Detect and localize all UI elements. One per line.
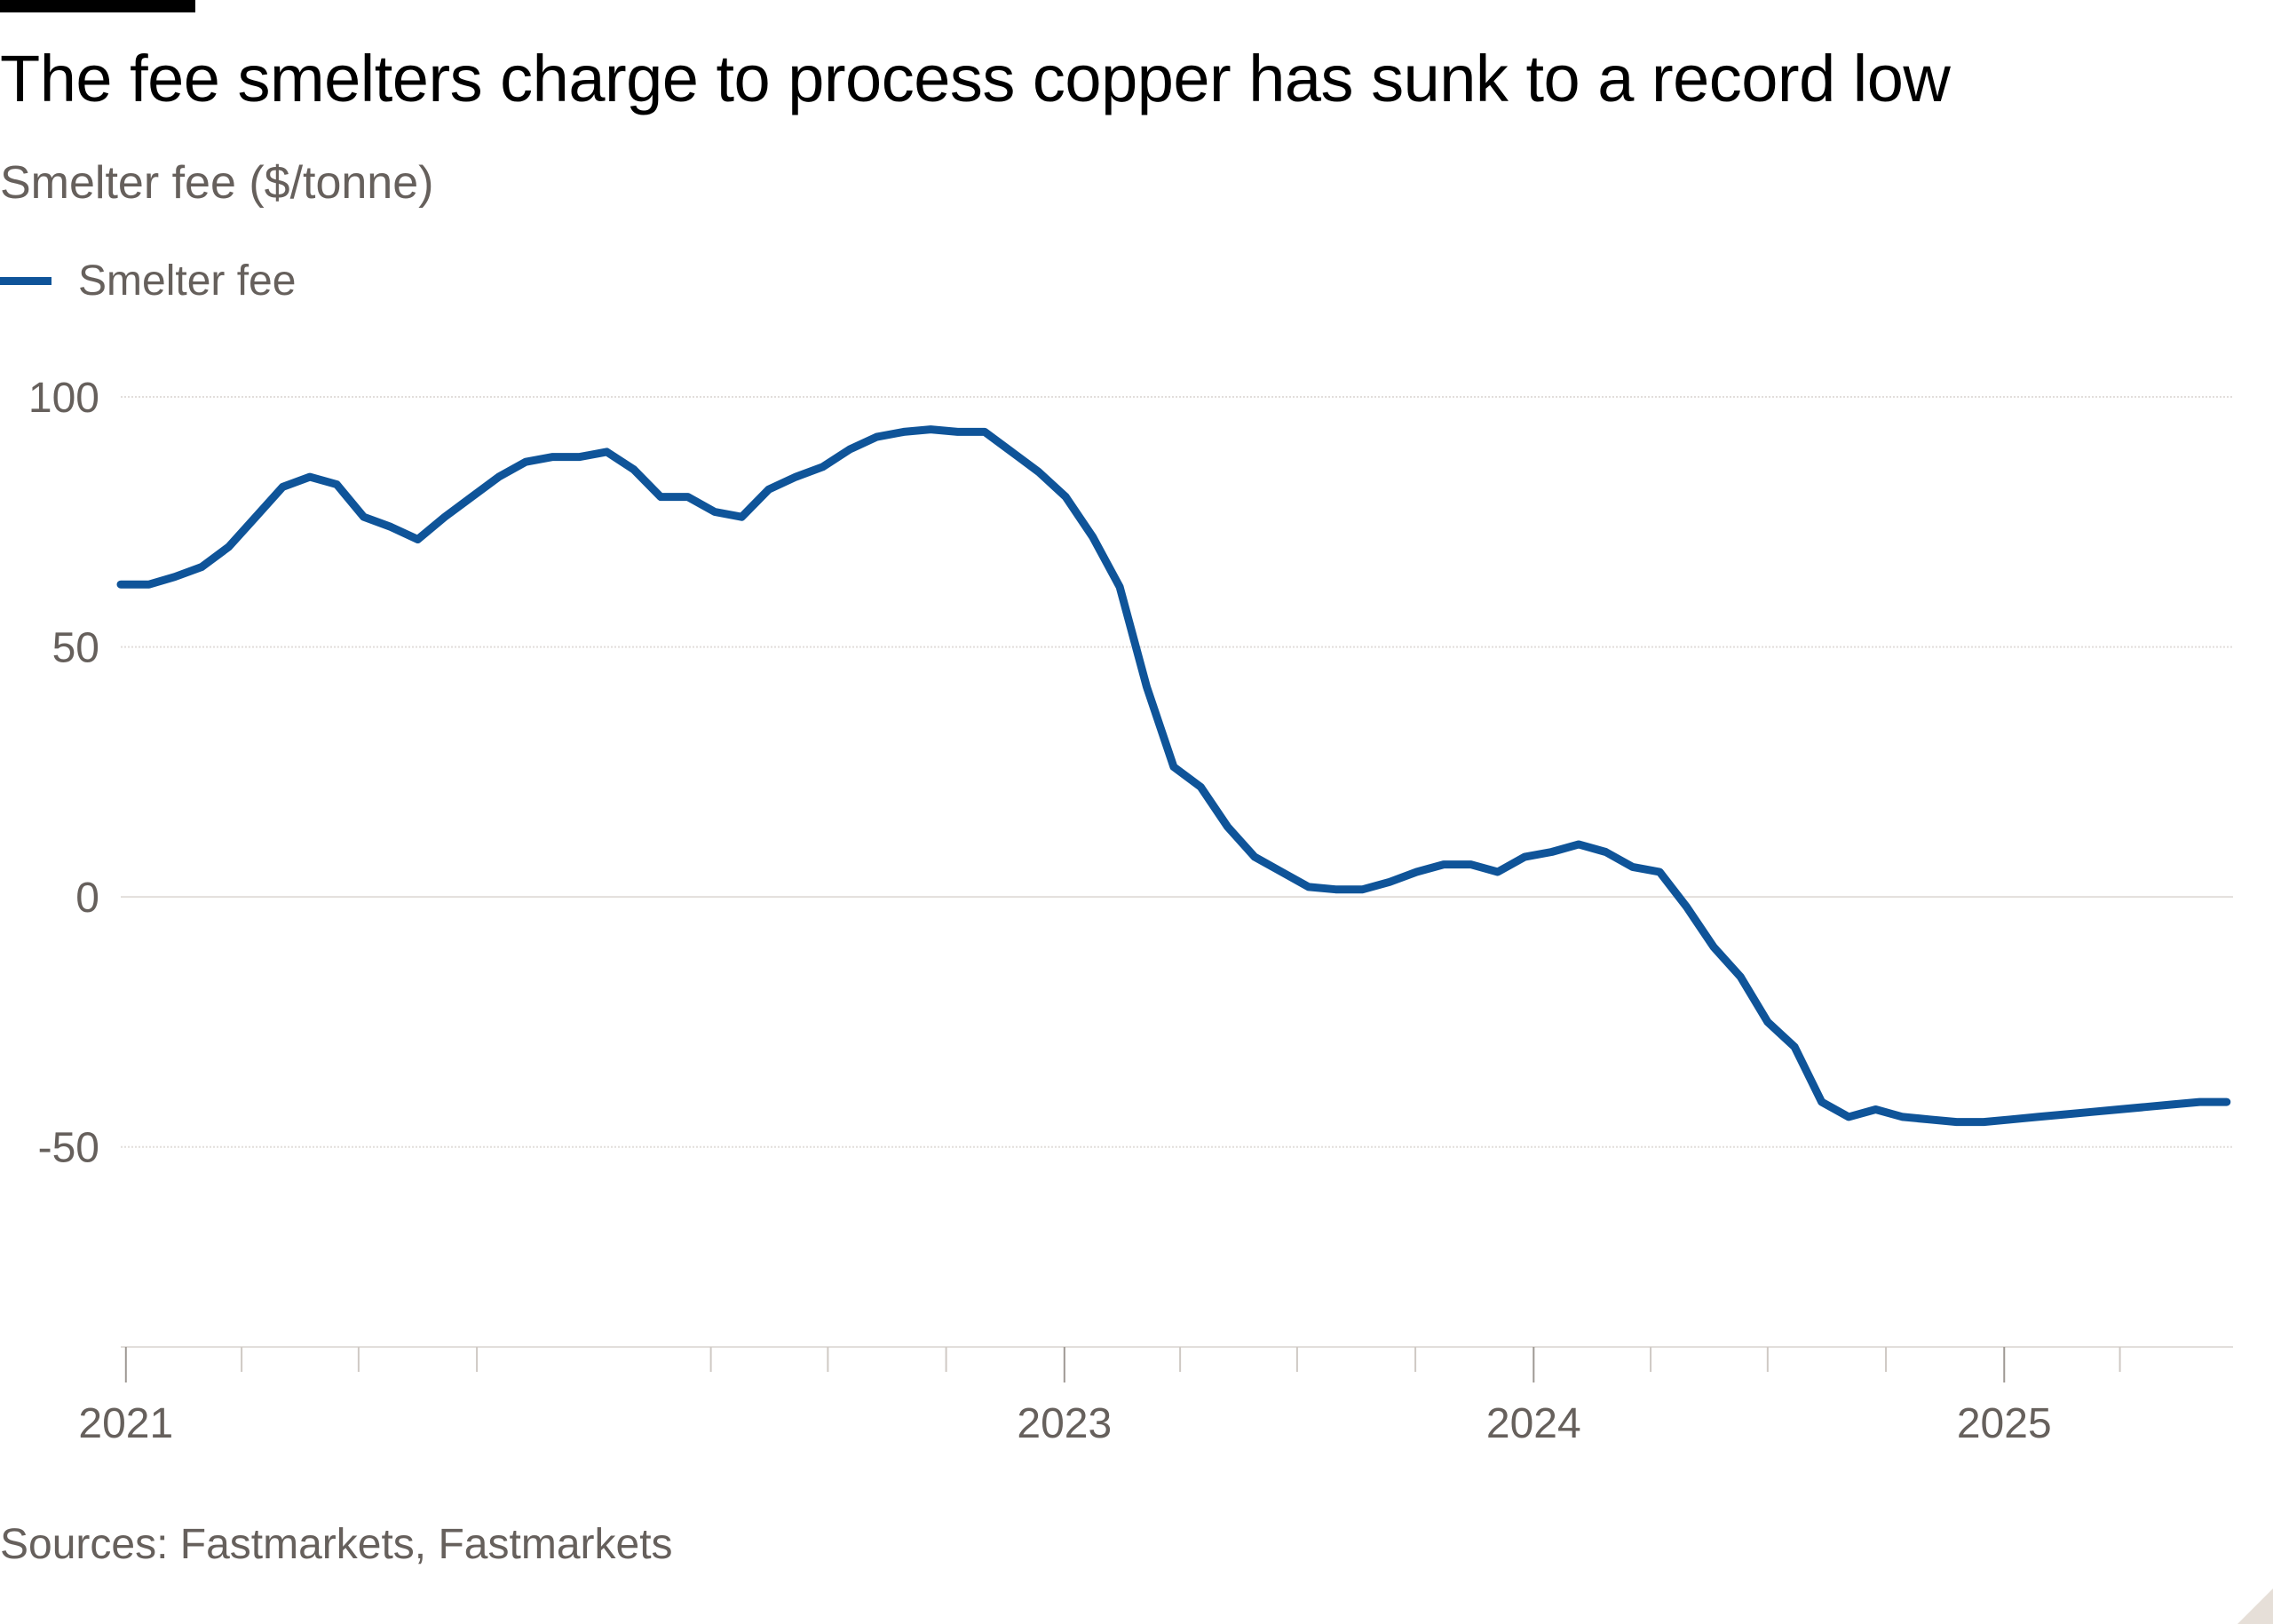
series-group bbox=[116, 425, 2231, 1127]
corner-mark bbox=[2237, 1588, 2273, 1624]
x-axis-labels: 2021 2023 2024 2025 bbox=[78, 1400, 2051, 1447]
x-tick-label: 2025 bbox=[1957, 1400, 2052, 1447]
x-axis bbox=[121, 1346, 2233, 1382]
y-tick-label: 100 bbox=[28, 375, 99, 422]
x-tick-label: 2021 bbox=[78, 1400, 173, 1447]
series-line-smelter-fee bbox=[116, 425, 2231, 1127]
legend-label-smelter-fee: Smelter fee bbox=[78, 257, 297, 305]
source-note: Sources: Fastmarkets, Fastmarkets bbox=[0, 1521, 673, 1568]
y-tick-label: 50 bbox=[52, 625, 99, 672]
y-gridlines bbox=[121, 396, 2233, 1148]
legend: Smelter fee bbox=[0, 252, 296, 309]
legend-swatch-smelter-fee bbox=[0, 276, 51, 285]
chart-title: The fee smelters charge to process coppe… bbox=[0, 42, 1951, 115]
y-axis-labels: 100 50 0 -50 bbox=[28, 375, 99, 1172]
brand-bar bbox=[0, 0, 195, 12]
chart-subtitle: Smelter fee ($/tonne) bbox=[0, 157, 434, 209]
y-tick-label: 0 bbox=[75, 875, 99, 922]
line-chart: 100 50 0 -50 2021 2023 2024 2025 bbox=[28, 375, 2233, 1447]
y-tick-label: -50 bbox=[38, 1125, 99, 1172]
x-tick-label: 2023 bbox=[1017, 1400, 1112, 1447]
x-tick-label: 2024 bbox=[1486, 1400, 1581, 1447]
